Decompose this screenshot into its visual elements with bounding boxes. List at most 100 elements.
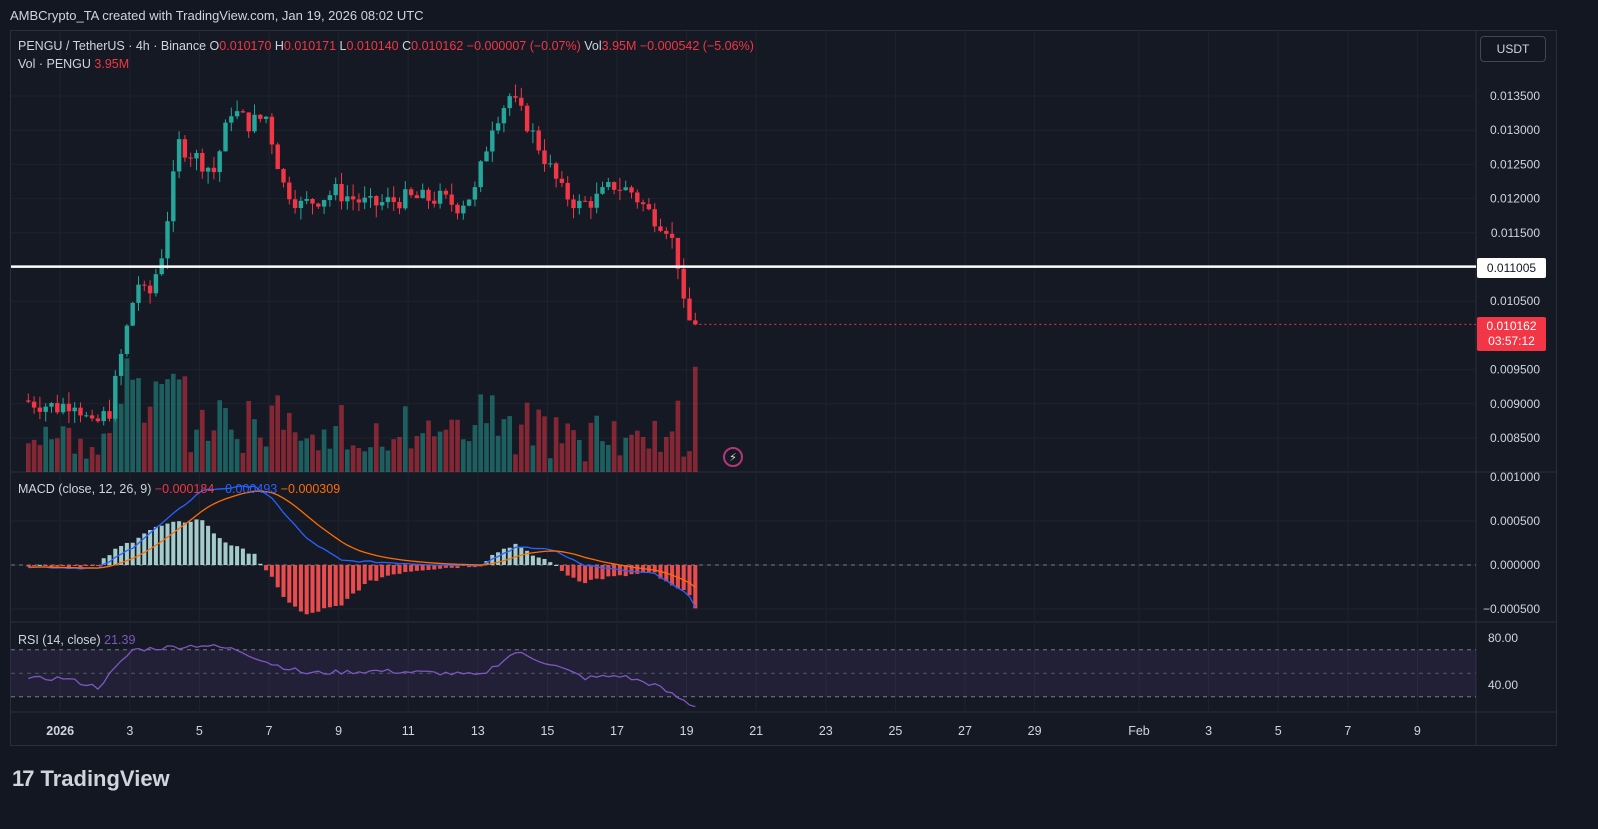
macd-histogram-bar: [391, 565, 396, 575]
symbol-legend: PENGU / TetherUS · 4h · Binance O0.01017…: [18, 39, 754, 53]
macd-histogram-bar: [525, 550, 530, 565]
volume-bar: [263, 446, 269, 472]
candle-body: [339, 183, 344, 202]
candle-body: [594, 193, 599, 208]
volume-bar: [194, 429, 199, 472]
candle-body: [298, 200, 304, 209]
macd-histogram-bar: [78, 565, 83, 568]
candle-body: [600, 187, 605, 194]
last-price-tag: 0.010162 03:57:12: [1477, 317, 1546, 351]
candle-body: [675, 237, 681, 269]
macd-tick-label: −0.000500: [1483, 602, 1540, 616]
lightning-icon[interactable]: ⚡: [723, 447, 743, 467]
volume-bar: [275, 395, 281, 472]
price-tick-label: 0.013500: [1490, 89, 1540, 103]
volume-bar: [478, 394, 484, 472]
currency-button[interactable]: USDT: [1480, 36, 1546, 62]
macd-histogram-bar: [530, 555, 535, 565]
volume-bar: [652, 420, 658, 472]
macd-histogram-bar: [635, 565, 640, 574]
time-tick-label: 7: [1344, 724, 1351, 738]
macd-histogram-bar: [577, 565, 582, 582]
candle-body: [478, 161, 483, 188]
volume-legend[interactable]: Vol · PENGU 3.95M: [18, 57, 129, 71]
macd-histogram-bar: [449, 565, 454, 568]
macd-histogram-bar: [322, 565, 327, 609]
macd-tick-label: 0.000500: [1490, 514, 1540, 528]
volume-bar: [112, 403, 118, 472]
candle-body: [443, 190, 449, 195]
time-tick-label: 3: [1205, 724, 1212, 738]
price-tick-label: 0.012000: [1490, 192, 1540, 206]
volume-bar: [536, 409, 542, 472]
time-tick-label: 13: [471, 724, 485, 738]
macd-hist-value: −0.000184: [154, 482, 215, 496]
candle-body: [194, 153, 199, 159]
macd-histogram-bar: [554, 564, 559, 566]
candle-body: [507, 96, 512, 109]
tradingview-logo-text: TradingView: [40, 766, 170, 791]
macd-histogram-bar: [95, 565, 100, 566]
candle-body: [513, 96, 518, 98]
volume-bar: [234, 439, 240, 472]
macd-histogram-bar: [356, 565, 361, 591]
candle-body: [55, 403, 60, 413]
macd-histogram-bar: [646, 565, 651, 572]
volume-bar: [449, 419, 455, 472]
macd-histogram-bar: [403, 565, 408, 573]
macd-line-value: −0.000493: [217, 482, 278, 496]
macd-histogram-bar: [339, 565, 344, 606]
time-tick-label: 11: [402, 724, 415, 738]
time-tick-label: 5: [196, 724, 203, 738]
time-tick-label: 2026: [46, 724, 74, 738]
volume-bar: [136, 378, 141, 472]
candle-body: [403, 189, 408, 209]
volume-bar: [31, 439, 37, 472]
candle-body: [72, 407, 77, 412]
volume-bar: [54, 438, 60, 472]
volume-bar: [623, 437, 629, 472]
rsi-legend[interactable]: RSI (14, close) 21.39: [18, 633, 135, 647]
macd-histogram-bar: [211, 533, 216, 565]
volume-bar: [228, 429, 234, 472]
candle-body: [414, 195, 420, 199]
time-tick-label: 5: [1275, 724, 1282, 738]
macd-histogram-bar: [351, 565, 356, 594]
time-tick-label: 17: [610, 724, 624, 738]
candle-body: [333, 183, 338, 196]
volume-bar: [333, 426, 339, 472]
macd-histogram-bar: [26, 565, 31, 567]
volume-bar: [344, 449, 350, 472]
candle-body: [26, 400, 31, 402]
candle-body: [95, 418, 101, 422]
candle-body: [385, 197, 391, 203]
macd-histogram-bar: [240, 548, 245, 565]
macd-histogram-bar: [107, 555, 112, 565]
candle-body: [217, 151, 222, 173]
macd-histogram-bar: [588, 565, 593, 580]
candle-body: [588, 201, 594, 208]
tradingview-logo[interactable]: 17 TradingView: [12, 766, 170, 792]
macd-histogram-bar: [130, 542, 135, 565]
candle-body: [495, 123, 501, 131]
candle-body: [461, 205, 466, 214]
volume-bar: [130, 379, 136, 472]
rsi-value: 21.39: [104, 633, 136, 647]
volume-bar: [391, 439, 397, 472]
volume-bar: [252, 419, 257, 472]
candle-body: [229, 116, 234, 123]
time-tick-label: 29: [1028, 724, 1042, 738]
symbol-name[interactable]: PENGU / TetherUS · 4h · Binance: [18, 39, 207, 53]
volume-bar: [211, 430, 217, 472]
volume-bar: [408, 448, 414, 472]
candle-body: [466, 199, 472, 206]
macd-histogram-bar: [409, 565, 414, 572]
chart-frame[interactable]: [10, 30, 1557, 746]
macd-legend[interactable]: MACD (close, 12, 26, 9) −0.000184 −0.000…: [18, 482, 340, 496]
volume-bar: [362, 451, 368, 472]
candle-body: [211, 167, 217, 173]
candle-body: [693, 320, 698, 325]
candle-body: [571, 199, 576, 209]
candle-body: [78, 407, 83, 416]
